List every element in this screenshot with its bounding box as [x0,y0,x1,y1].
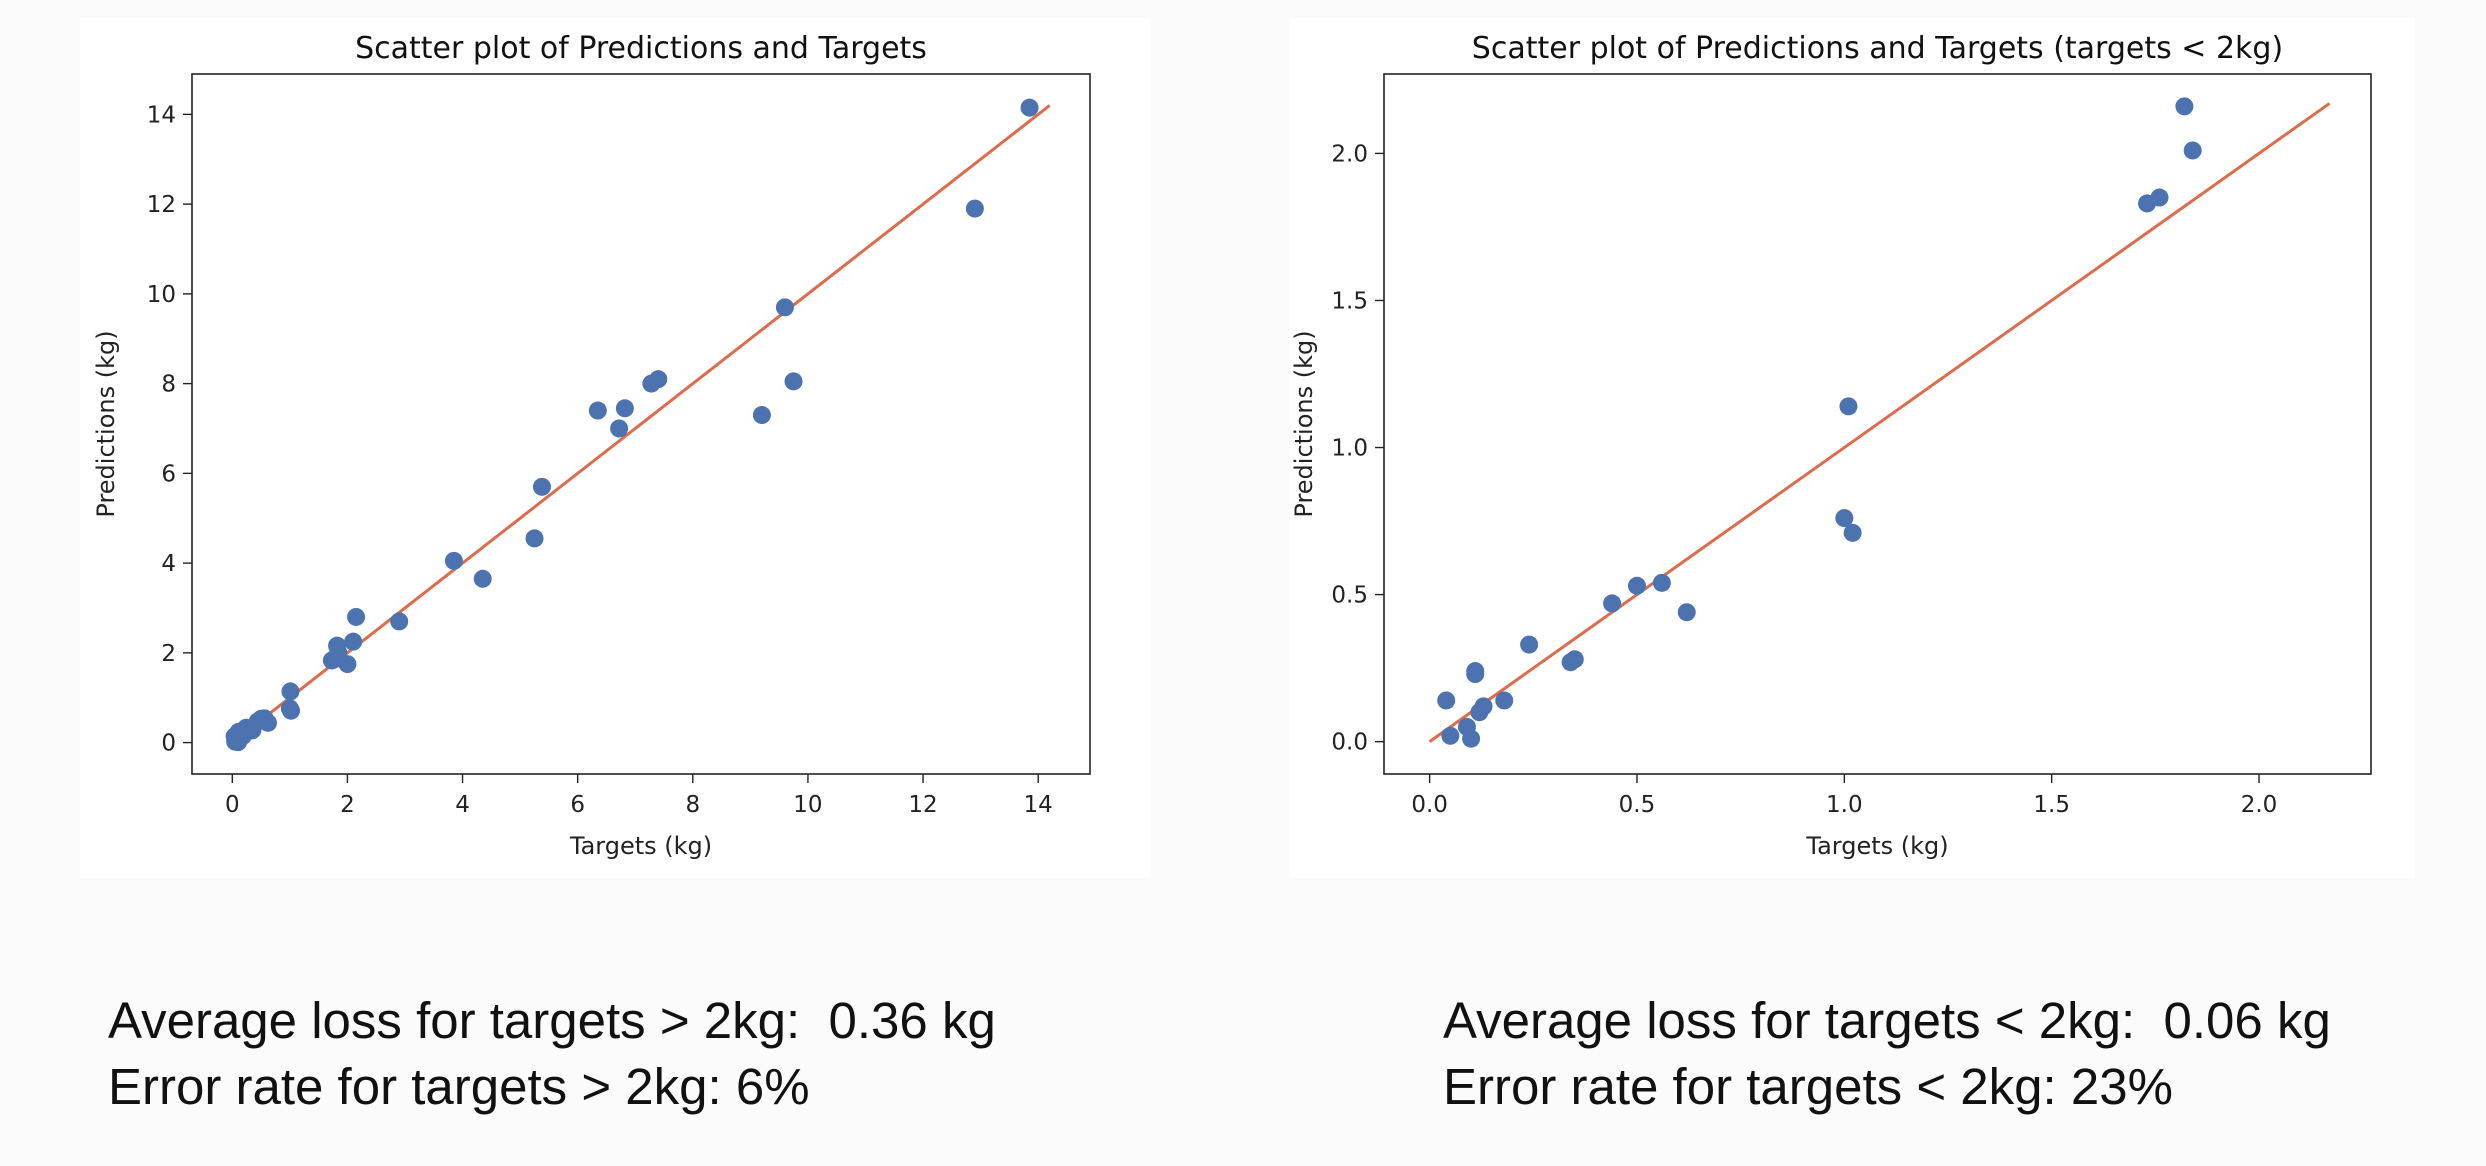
caption-left: Average loss for targets > 2kg: 0.36 kg E… [108,988,996,1120]
scatter-chart-all-targets: Scatter plot of Predictions and Targets 0… [92,31,1091,860]
y-axis-label: Predictions (kg) [1290,330,1318,517]
data-point [1466,665,1485,683]
average-loss-large-targets: Average loss for targets > 2kg: 0.36 kg [108,992,996,1049]
data-point [1462,729,1481,748]
data-point [444,551,463,570]
x-tick-label: 1.0 [1826,792,1863,818]
x-tick-label: 1.5 [2033,792,2070,818]
data-point [1835,509,1854,528]
caption-right: Average loss for targets < 2kg: 0.06 kg E… [1443,988,2331,1120]
x-tick-label: 6 [570,792,585,818]
data-point [338,655,357,674]
x-axis-label: Targets (kg) [1805,832,1948,860]
x-tick-label: 8 [685,792,700,818]
y-tick-label: 8 [161,372,176,398]
data-point [1437,691,1456,710]
data-point [615,399,634,418]
data-point [1839,397,1858,416]
data-point [775,298,794,317]
reference-line [1428,102,2331,743]
average-loss-small-targets: Average loss for targets < 2kg: 0.06 kg [1443,992,2331,1049]
data-point [344,632,363,651]
data-point [1627,576,1646,595]
x-tick-label: 4 [455,792,470,818]
data-point [588,401,607,420]
y-tick-label: 1.0 [1331,436,1368,462]
data-point [610,419,629,438]
chart-title: Scatter plot of Predictions and Targets [355,31,927,66]
x-tick-label: 12 [908,792,937,818]
x-tick-label: 2.0 [2241,792,2278,818]
y-tick-label: 6 [161,461,176,487]
y-tick-label: 2.0 [1331,141,1368,167]
y-tick-label: 2 [161,641,176,667]
scatter-chart-small-targets: Scatter plot of Predictions and Targets … [1290,31,2372,860]
data-point [1474,697,1493,716]
data-point [2183,141,2202,160]
chart-title: Scatter plot of Predictions and Targets … [1472,31,2283,66]
x-axis-label: Targets (kg) [569,832,712,860]
y-tick-label: 4 [161,551,176,577]
data-point [1652,573,1671,592]
plot-frame [1383,73,2372,775]
data-point [525,529,544,548]
data-point [2175,97,2194,116]
error-rate-large-targets: Error rate for targets > 2kg: 6% [108,1058,810,1115]
x-tick-label: 0.0 [1411,792,1448,818]
data-point [1441,726,1460,745]
data-point [473,569,492,588]
x-tick-label: 0.5 [1619,792,1656,818]
y-tick-label: 0 [161,731,176,757]
data-point [282,701,301,720]
data-point [784,372,803,391]
x-tick-label: 10 [793,792,822,818]
data-point [1603,594,1622,613]
y-tick-label: 0.0 [1331,730,1368,756]
chart-panel-right: Scatter plot of Predictions and Targets … [1290,18,2415,878]
chart-panel-left: Scatter plot of Predictions and Targets 0… [80,18,1150,878]
plot-frame [191,73,1091,775]
data-point [347,607,366,626]
y-tick-label: 10 [147,282,176,308]
data-point [1843,523,1862,542]
x-tick-label: 0 [225,792,240,818]
data-point [2150,188,2169,207]
x-tick-label: 14 [1024,792,1053,818]
data-point [1020,98,1039,117]
x-tick-label: 2 [340,792,355,818]
y-tick-label: 1.5 [1331,288,1368,314]
data-point [752,406,771,425]
data-point [532,477,551,496]
y-axis-label: Predictions (kg) [92,330,120,517]
y-tick-label: 12 [147,192,176,218]
data-point [1495,691,1514,710]
data-point [649,370,668,389]
y-tick-label: 14 [147,102,176,128]
error-rate-small-targets: Error rate for targets < 2kg: 23% [1443,1058,2173,1115]
reference-line [231,104,1051,744]
data-point [390,612,409,631]
data-point [1677,603,1696,622]
data-point [1520,635,1539,654]
data-point [258,713,277,732]
data-point [1565,650,1584,669]
y-tick-label: 0.5 [1331,583,1368,609]
data-point [281,682,300,701]
data-point [965,199,984,218]
